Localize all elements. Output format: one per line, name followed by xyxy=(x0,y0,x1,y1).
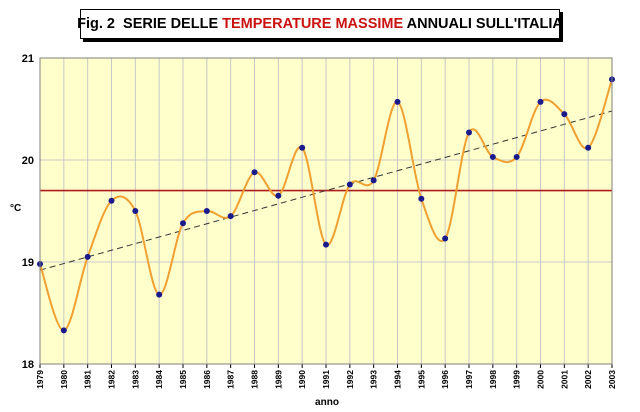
data-point xyxy=(394,98,401,105)
title-suffix: ANNUALI SULL'ITALIA xyxy=(403,16,563,32)
x-tick-label: 1999 xyxy=(512,370,522,389)
title-prefix: Fig. 2 SERIE DELLE xyxy=(77,16,223,32)
x-tick-label: 1979 xyxy=(35,370,45,389)
data-point xyxy=(84,253,91,260)
x-tick-label: 1991 xyxy=(321,370,331,389)
x-tick-label: 1988 xyxy=(250,370,260,389)
data-point xyxy=(442,235,449,242)
y-tick-label: 20 xyxy=(22,155,34,167)
data-point xyxy=(299,144,306,151)
trend-line xyxy=(39,110,613,271)
x-tick-label: 1983 xyxy=(130,370,140,389)
x-tick-label: 1994 xyxy=(393,370,403,389)
data-point xyxy=(275,192,282,199)
x-tick-label: 2003 xyxy=(607,370,617,389)
x-tick-label: 2001 xyxy=(559,370,569,389)
x-tick-label: 1989 xyxy=(273,370,283,389)
x-tick-label: 1986 xyxy=(202,370,212,389)
x-tick-label: 1992 xyxy=(345,370,355,389)
y-axis-label: °C xyxy=(10,203,21,214)
chart-title: Fig. 2 SERIE DELLE TEMPERATURE MASSIME A… xyxy=(77,9,563,39)
x-axis-label: anno xyxy=(315,397,339,408)
x-tick-label: 1984 xyxy=(154,370,164,389)
data-point xyxy=(466,129,472,136)
data-point xyxy=(60,327,67,334)
data-point xyxy=(180,220,186,227)
data-point xyxy=(203,208,210,214)
x-tick-label: 1990 xyxy=(297,370,307,389)
x-tick-label: 1993 xyxy=(369,370,379,389)
x-tick-label: 1985 xyxy=(178,370,188,389)
data-point xyxy=(156,291,163,298)
data-point xyxy=(227,213,234,220)
data-point xyxy=(585,144,592,151)
data-point xyxy=(323,241,329,248)
x-tick-label: 1981 xyxy=(83,370,93,389)
x-tick-label: 1996 xyxy=(440,370,450,389)
data-point xyxy=(513,153,520,160)
x-tick-label: 2000 xyxy=(536,370,546,389)
x-tick-label: 1980 xyxy=(59,370,69,389)
data-point xyxy=(346,181,353,188)
data-point xyxy=(108,197,115,204)
y-tick-label: 21 xyxy=(22,53,34,65)
title-highlight: TEMPERATURE MASSIME xyxy=(222,16,404,32)
data-point xyxy=(418,195,425,202)
x-tick-label: 2002 xyxy=(583,370,593,389)
data-point xyxy=(537,98,544,105)
x-tick-label: 1998 xyxy=(488,370,498,389)
x-tick-label: 1987 xyxy=(226,370,236,389)
data-point xyxy=(251,169,258,176)
plot-border xyxy=(39,57,613,365)
data-point xyxy=(132,208,139,214)
y-tick-label: 19 xyxy=(22,257,34,269)
data-point xyxy=(489,153,496,160)
x-tick-label: 1995 xyxy=(416,370,426,389)
y-tick-label: 18 xyxy=(22,359,34,371)
data-point xyxy=(561,111,568,118)
x-tick-label: 1997 xyxy=(464,370,474,389)
x-tick-label: 1982 xyxy=(107,370,117,389)
data-point xyxy=(370,177,377,184)
